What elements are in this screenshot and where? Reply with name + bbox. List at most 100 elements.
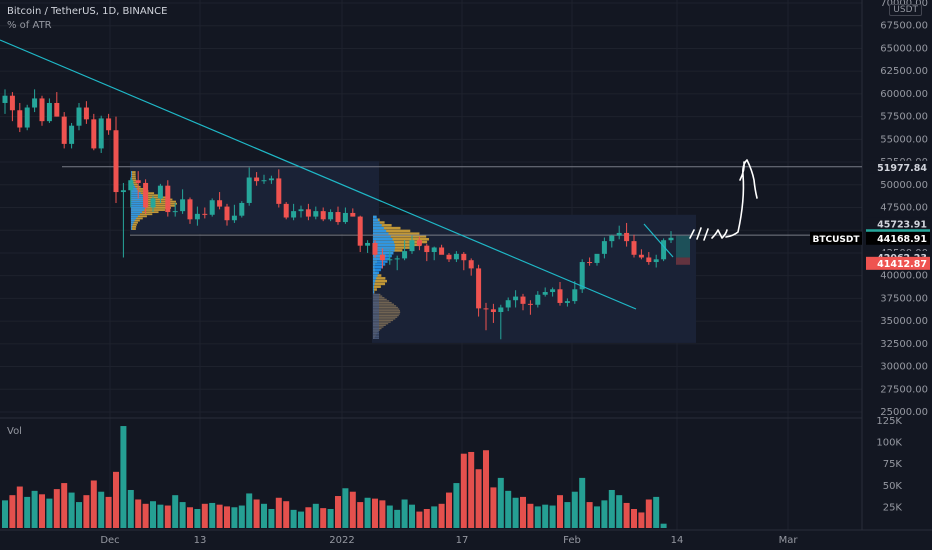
vp-bar xyxy=(373,321,391,323)
vp-bar xyxy=(373,310,379,312)
vp-bar xyxy=(373,279,387,283)
candle-body xyxy=(61,116,67,144)
vp-bar xyxy=(373,226,384,230)
volume-bar xyxy=(660,523,667,528)
candlestick-series xyxy=(2,89,674,340)
hand-drawn-arrow[interactable] xyxy=(689,159,758,241)
vp-bar xyxy=(131,198,146,201)
vp-bar xyxy=(373,218,379,221)
candle-body xyxy=(2,95,8,103)
currency-badge[interactable]: USDT xyxy=(889,4,922,16)
candle-body xyxy=(468,260,474,269)
vp-bar xyxy=(131,185,141,188)
symbol-title[interactable]: Bitcoin / TetherUS, 1D, BINANCE xyxy=(7,6,168,17)
volume-bar xyxy=(357,502,364,528)
candle-body xyxy=(646,257,652,263)
candle-body xyxy=(239,202,245,216)
vp-bar xyxy=(131,221,138,224)
vp-bar xyxy=(131,175,132,178)
candle-body xyxy=(542,292,548,295)
vp-bar xyxy=(373,260,388,263)
volume-bar xyxy=(172,495,179,528)
volume-tick-label: 50K xyxy=(883,481,903,492)
vp-bar xyxy=(131,200,147,203)
vp-bar xyxy=(131,223,137,226)
candle-body xyxy=(298,209,304,212)
price-tick-label: 50000.00 xyxy=(880,180,928,191)
candle-body xyxy=(350,212,356,217)
candle-body xyxy=(165,185,171,213)
vp-bar xyxy=(373,249,395,252)
price-tick-label: 47500.00 xyxy=(880,203,928,214)
price-tick-label: 32500.00 xyxy=(880,339,928,350)
volume-bar xyxy=(579,477,586,528)
horizontal-lines xyxy=(62,166,862,236)
price-badge-label: 44168.91 xyxy=(877,234,927,245)
volume-bar xyxy=(431,506,438,528)
volume-bar xyxy=(90,480,97,528)
volume-bar xyxy=(142,503,149,528)
volume-bar xyxy=(453,483,460,528)
vp-bar xyxy=(373,277,386,280)
vp-bar xyxy=(373,337,379,339)
vp-bar xyxy=(131,173,132,176)
volume-bar xyxy=(127,489,134,528)
candle-body xyxy=(365,242,371,246)
volume-bar xyxy=(401,499,408,528)
volume-bar xyxy=(261,503,267,528)
vp-bar xyxy=(131,175,136,178)
vp-bar xyxy=(373,306,398,309)
candle-body xyxy=(424,245,430,253)
vp-bar xyxy=(373,288,377,291)
candle-body xyxy=(631,241,637,255)
vp-bar xyxy=(373,298,387,301)
volume-bar xyxy=(416,511,423,528)
candle-body xyxy=(461,253,467,261)
volume-bar xyxy=(24,496,31,528)
volume-label[interactable]: Vol xyxy=(7,426,22,437)
candle-body xyxy=(624,232,630,242)
vp-bar xyxy=(373,238,429,241)
volume-bar xyxy=(616,495,623,528)
candle-body xyxy=(157,185,163,199)
candle-body xyxy=(379,254,385,261)
volume-bar xyxy=(253,499,260,528)
candle-body xyxy=(328,212,334,220)
volume-bar xyxy=(468,451,475,528)
vp-bar xyxy=(373,224,392,227)
candle-body xyxy=(357,216,363,246)
candle-body xyxy=(402,251,408,259)
volume-bar xyxy=(475,469,482,528)
volume-bar xyxy=(105,496,112,528)
candle-body xyxy=(32,98,38,108)
trendline[interactable] xyxy=(0,39,690,310)
vp-bar xyxy=(373,301,392,304)
price-tick-label: 55000.00 xyxy=(880,134,928,145)
candle-body xyxy=(98,118,104,149)
volume-bar xyxy=(446,492,452,528)
time-axis[interactable]: Dec 13 2022 17 Feb 14 Mar xyxy=(100,535,798,546)
candle-body xyxy=(476,268,482,309)
vp-bar xyxy=(373,334,379,336)
volume-bar xyxy=(187,507,193,528)
vp-bar xyxy=(131,228,136,230)
indicator-label[interactable]: % of ATR xyxy=(7,20,52,31)
candle-body xyxy=(24,107,30,128)
time-tick-label: 2022 xyxy=(329,535,354,546)
time-tick-label: Feb xyxy=(563,535,581,546)
candle-body xyxy=(416,240,422,246)
volume-bar xyxy=(438,503,445,528)
candle-body xyxy=(120,190,126,193)
volume-bar xyxy=(238,505,245,528)
vp-bar xyxy=(131,196,167,199)
vp-bar xyxy=(373,232,420,235)
vp-bar xyxy=(373,319,379,322)
volume-bar xyxy=(209,502,216,528)
candle-body xyxy=(564,301,570,303)
candle-body xyxy=(276,178,282,204)
volume-bar xyxy=(505,490,512,528)
price-badge-label: 41412.87 xyxy=(877,259,927,270)
vp-bar xyxy=(131,190,149,192)
vp-bar xyxy=(373,229,411,233)
